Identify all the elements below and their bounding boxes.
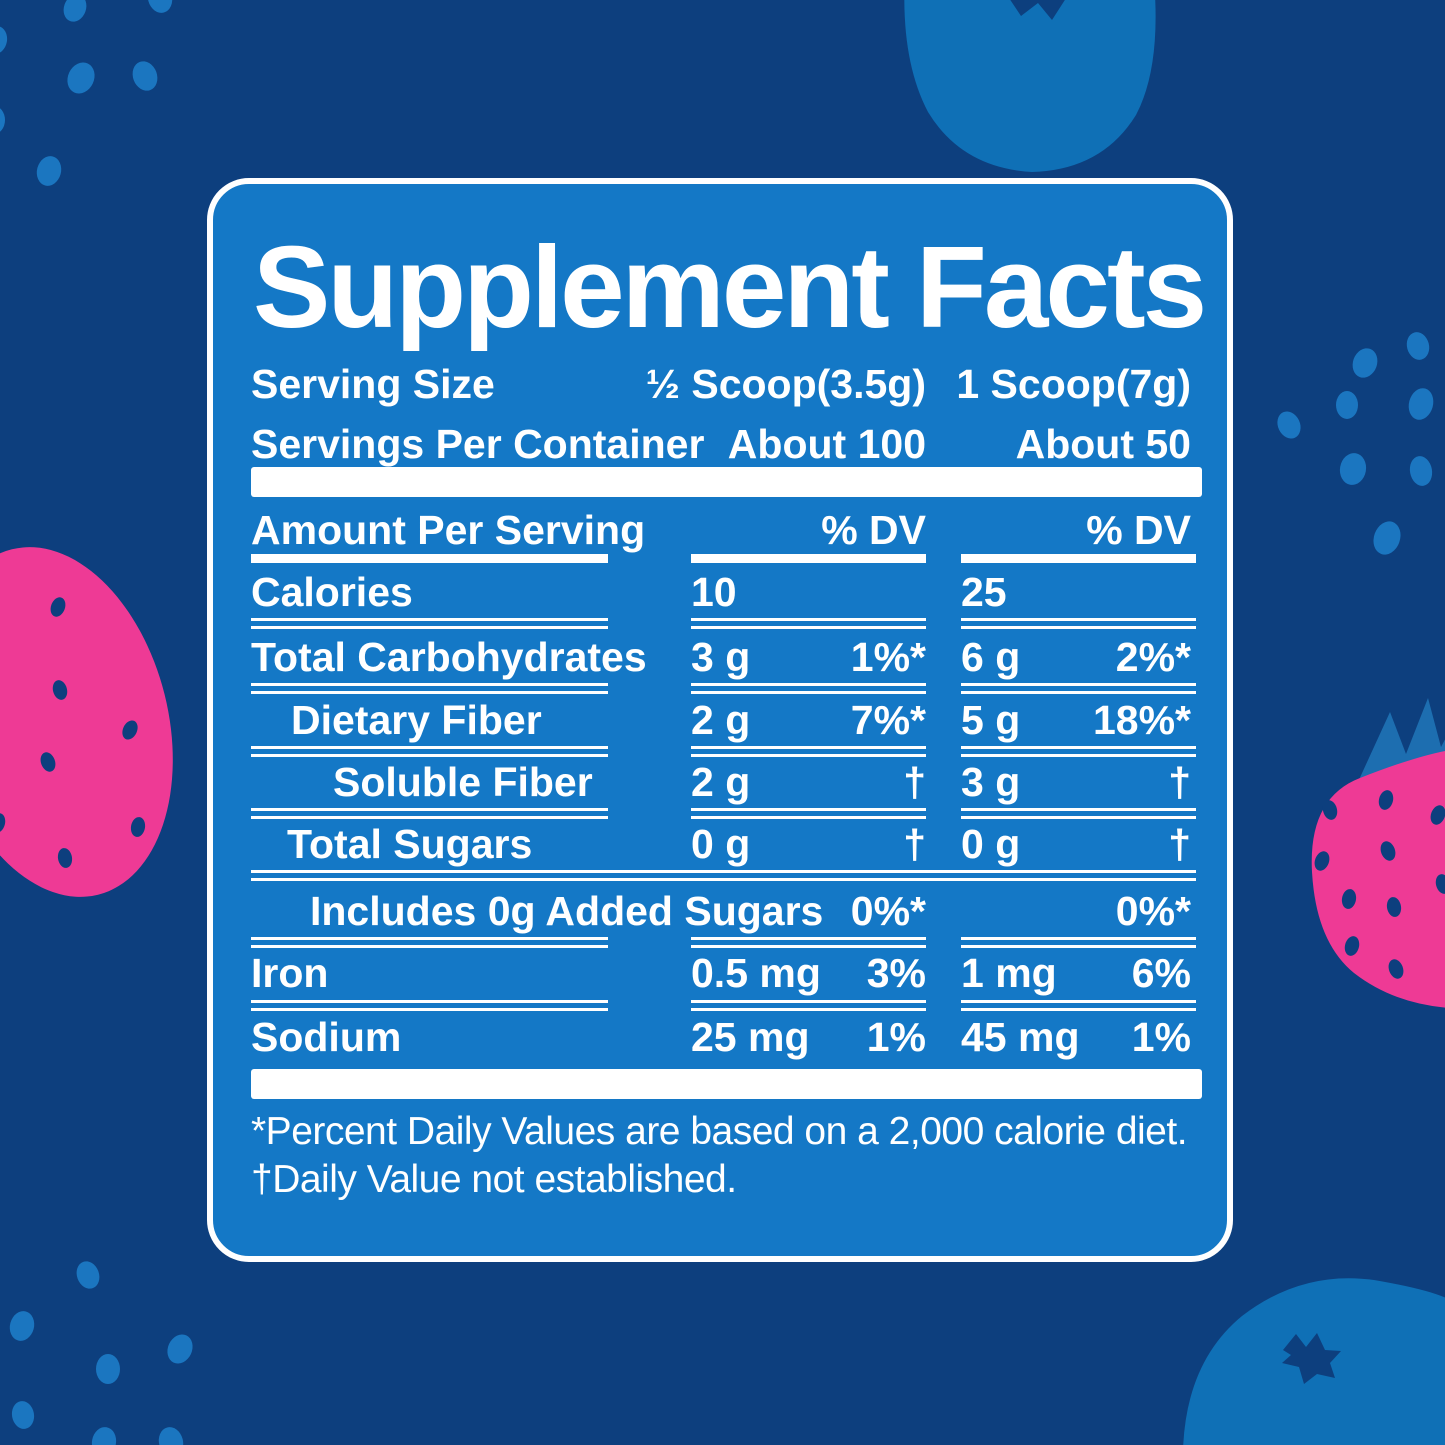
row-separator [251,618,1202,629]
row-value-col2: 6 g [961,634,1021,680]
dots-top-left [0,0,173,186]
blueberry-bottom-illustration [1183,1278,1445,1445]
dots-bottom-left [9,1261,193,1445]
table-row-total-sugars: Total Sugars 0 g † 0 g † [251,820,1202,868]
row-label: Soluble Fiber [333,759,593,805]
table-row-iron: Iron 0.5 mg 3% 1 mg 6% [251,949,1202,997]
strawberry-seeds [1314,790,1445,979]
header-underline [251,554,1202,563]
row-value-col1: 3 g [691,634,751,680]
supplement-facts-panel: Supplement Facts Serving Size ½ Scoop(3.… [207,178,1233,1262]
footnote-percent-dv: *Percent Daily Values are based on a 2,0… [251,1110,1188,1153]
row-separator [251,1000,1202,1011]
row-percent-col1: 0%* [850,888,926,934]
row-value-col1: 0 g [691,821,751,867]
row-label: Total Carbohydrates [251,634,647,680]
row-separator [251,683,1202,694]
table-row-sodium: Sodium 25 mg 1% 45 mg 1% [251,1013,1202,1061]
row-separator [251,746,1202,757]
row-percent-col2: † [1168,821,1191,867]
percent-dv-col2-header: % DV [1086,507,1191,553]
blueberry-calyx-notch [1010,0,1065,20]
table-row-calories: Calories 10 25 [251,568,1202,616]
row-value-col2: 25 [961,569,1007,615]
row-percent-col2: 2%* [1115,634,1191,680]
serving-size-one-scoop: 1 Scoop(7g) [956,361,1191,407]
row-percent-col1: 3% [866,950,926,996]
row-label: Sodium [251,1014,402,1060]
row-percent-col2: 6% [1131,950,1191,996]
serving-size-row: Serving Size ½ Scoop(3.5g) 1 Scoop(7g) [251,360,1202,408]
row-percent-col1: 1% [866,1014,926,1060]
row-value-col1: 10 [691,569,737,615]
row-value-col1: 25 mg [691,1014,810,1060]
row-label: Dietary Fiber [291,697,542,743]
row-value-col1: 2 g [691,697,751,743]
table-row-total-carbohydrates: Total Carbohydrates 3 g 1%* 6 g 2%* [251,633,1202,681]
table-row-dietary-fiber: Dietary Fiber 2 g 7%* 5 g 18%* [251,696,1202,744]
row-value-col2: 1 mg [961,950,1057,996]
amount-per-serving-label: Amount Per Serving [251,507,646,553]
row-value-col2: 3 g [961,759,1021,805]
row-label: Includes 0g Added Sugars [310,888,824,934]
panel-title: Supplement Facts [253,222,1207,352]
servings-per-container-col1: About 100 [727,421,926,467]
row-label: Iron [251,950,329,996]
row-percent-col2: 18%* [1092,697,1191,743]
thick-divider-top [251,467,1202,497]
row-label: Calories [251,569,413,615]
strawberry-left-illustration [0,547,173,897]
row-value-col2: 0 g [961,821,1021,867]
dots-right-middle [1277,332,1434,555]
row-percent-col1: 7%* [850,697,926,743]
row-percent-col2: 0%* [1115,888,1191,934]
row-value-col1: 2 g [691,759,751,805]
row-percent-col1: 1%* [850,634,926,680]
strawberry-seeds [0,597,146,868]
thick-divider-bottom [251,1069,1202,1099]
row-label: Total Sugars [287,821,533,867]
row-separator [251,937,1202,948]
row-percent-col1: † [903,821,926,867]
table-row-soluble-fiber: Soluble Fiber 2 g † 3 g † [251,758,1202,806]
row-percent-col1: † [903,759,926,805]
row-value-col1: 0.5 mg [691,950,821,996]
blueberry-calyx-star [1282,1333,1341,1384]
servings-per-container-label: Servings Per Container [251,421,705,467]
footnote-dv-not-established: †Daily Value not established. [251,1158,737,1201]
strawberry-right-illustration [1311,698,1445,1008]
serving-size-label: Serving Size [251,361,495,407]
row-value-col2: 45 mg [961,1014,1080,1060]
serving-size-half-scoop: ½ Scoop(3.5g) [645,361,926,407]
amount-per-serving-header: Amount Per Serving % DV % DV [251,506,1202,554]
row-separator [251,870,1202,881]
row-percent-col2: 1% [1131,1014,1191,1060]
servings-per-container-col2: About 50 [1015,421,1191,467]
servings-per-container-row: Servings Per Container About 100 About 5… [251,420,1202,468]
row-value-col2: 5 g [961,697,1021,743]
blueberry-top-illustration [904,0,1156,172]
row-separator [251,808,1202,819]
percent-dv-col1-header: % DV [821,507,926,553]
row-percent-col2: † [1168,759,1191,805]
table-row-added-sugars: Includes 0g Added Sugars 0%* 0%* [251,887,1202,935]
